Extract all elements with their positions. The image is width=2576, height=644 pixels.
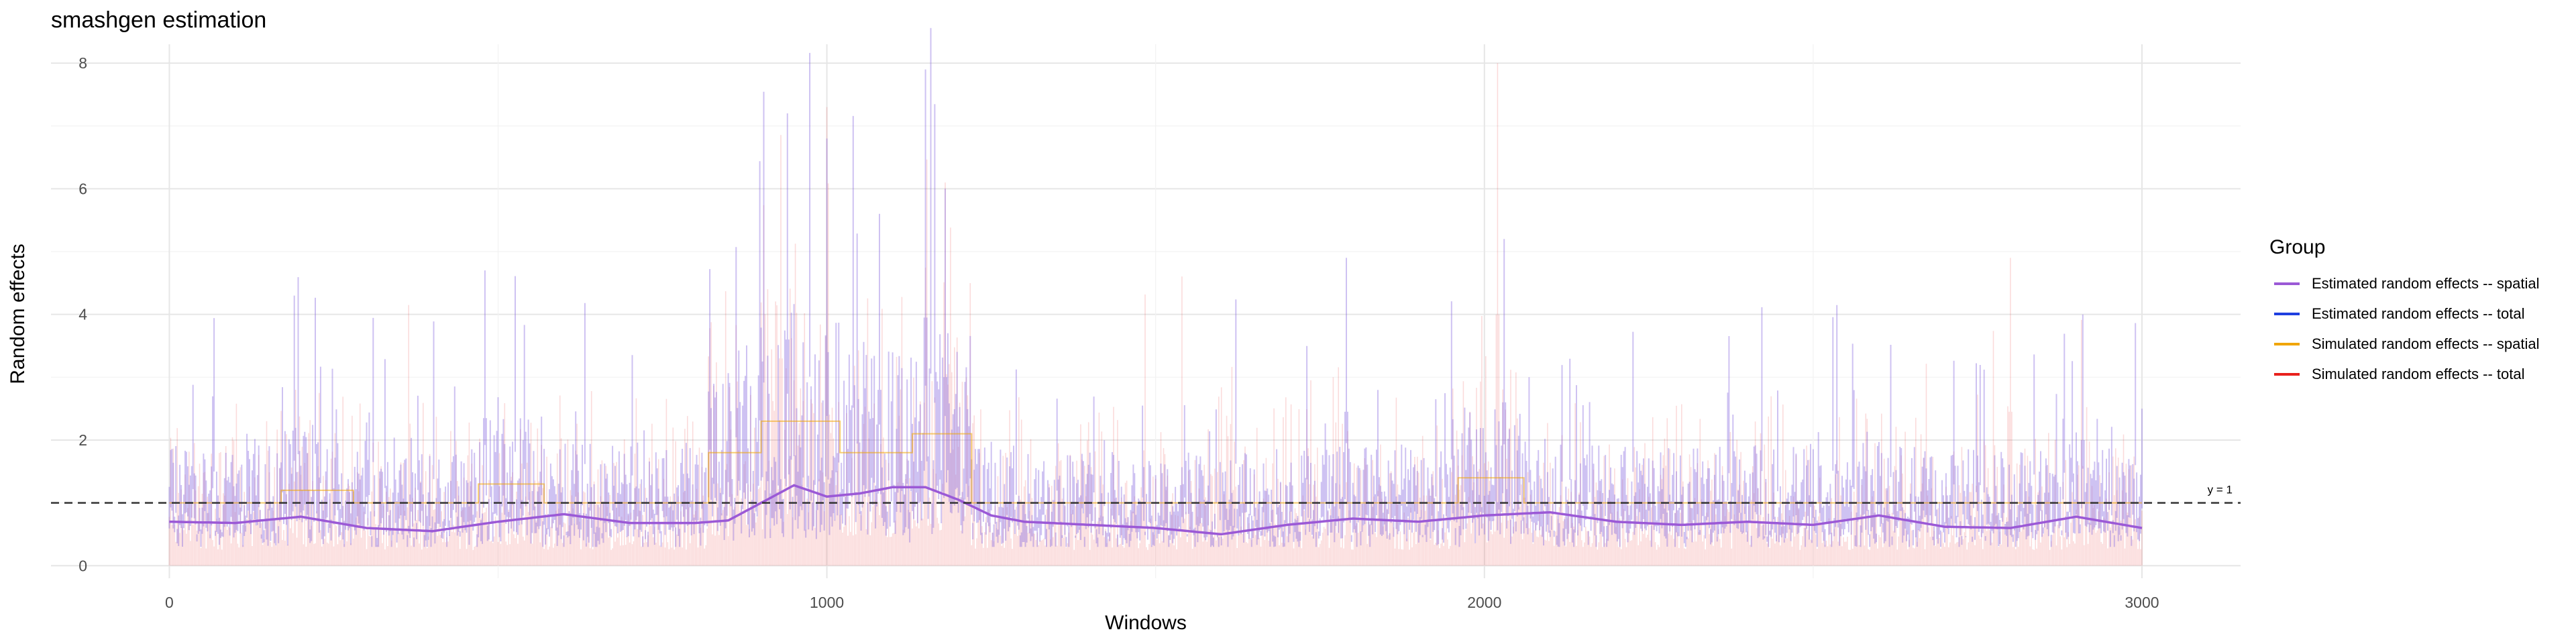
simulated-spatial-line	[169, 420, 2142, 504]
reference-line-label: y = 1	[2208, 484, 2233, 496]
simulated-spatial-series	[169, 420, 2142, 504]
y-tick-label: 4	[78, 306, 87, 323]
legend-label: Simulated random effects -- total	[2312, 366, 2525, 382]
y-tick-label: 8	[78, 54, 87, 72]
estimated-spatial-line	[169, 484, 2143, 536]
grid-lines	[51, 44, 2241, 578]
x-tick-label: 3000	[2125, 594, 2159, 611]
legend-label: Estimated random effects -- total	[2312, 305, 2525, 322]
x-tick-label: 1000	[810, 594, 844, 611]
legend-label: Estimated random effects -- spatial	[2312, 275, 2540, 292]
legend-entries: Estimated random effects -- spatial Estim…	[2274, 275, 2540, 382]
legend-title: Group	[2269, 236, 2325, 258]
x-tick-label: 2000	[1467, 594, 1501, 611]
plot-panel: y = 1	[51, 28, 2241, 578]
estimated-spatial-series	[169, 484, 2143, 536]
y-tick-label: 2	[78, 431, 87, 449]
reference-line-group: y = 1	[51, 484, 2241, 504]
legend-label: Simulated random effects -- spatial	[2312, 335, 2540, 352]
y-axis-ticks: 0 2 4 6 8	[78, 54, 87, 574]
y-axis-title: Random effects	[7, 244, 29, 384]
legend: Group Estimated random effects -- spatia…	[2269, 236, 2540, 382]
x-axis-title: Windows	[1105, 612, 1187, 634]
chart-title: smashgen estimation	[51, 7, 266, 33]
x-axis-ticks: 0 1000 2000 3000	[165, 594, 2159, 611]
y-tick-label: 6	[78, 180, 87, 197]
x-tick-label: 0	[165, 594, 174, 611]
y-tick-label: 0	[78, 557, 87, 574]
